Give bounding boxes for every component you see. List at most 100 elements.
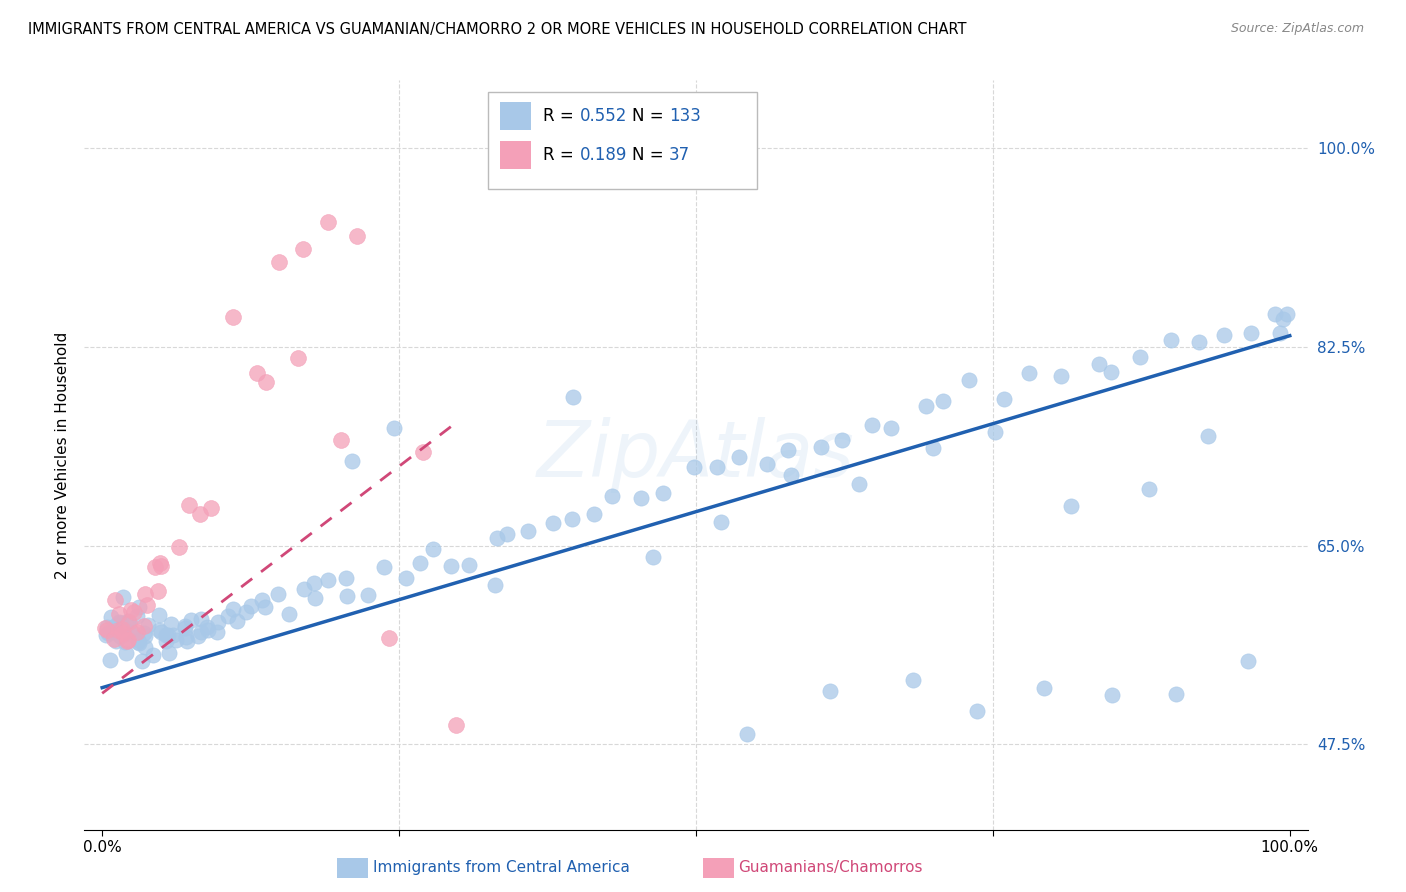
Point [136, 599, 159, 613]
Point [160, 617, 183, 632]
Point [148, 608, 170, 623]
Point [412, 445, 434, 459]
Point [246, 366, 269, 380]
Point [155, 628, 177, 642]
Text: Immigrants from Central America: Immigrants from Central America [373, 861, 630, 875]
Point [111, 624, 134, 639]
FancyBboxPatch shape [501, 141, 531, 169]
Point [630, 491, 652, 505]
Point [269, 255, 291, 269]
Point [652, 485, 675, 500]
Point [190, 612, 212, 626]
Point [831, 434, 853, 448]
Point [205, 625, 228, 640]
Point [97, 626, 120, 640]
Point [127, 635, 149, 649]
Point [1099, 365, 1122, 379]
Point [378, 631, 401, 645]
Point [165, 632, 187, 647]
Point [330, 433, 353, 447]
Point [239, 599, 262, 614]
Point [174, 630, 197, 644]
Point [156, 628, 179, 642]
Point [187, 629, 209, 643]
Point [440, 559, 463, 574]
Point [382, 420, 405, 434]
Point [180, 613, 202, 627]
Point [818, 684, 841, 698]
Point [124, 605, 146, 619]
Point [683, 460, 706, 475]
Point [957, 373, 980, 387]
Point [287, 351, 309, 365]
Point [114, 635, 136, 649]
Point [104, 618, 127, 632]
Point [316, 215, 339, 229]
Point [195, 620, 218, 634]
Point [121, 625, 143, 640]
Point [177, 498, 200, 512]
Point [173, 621, 195, 635]
Point [96, 620, 118, 634]
Text: R =: R = [543, 107, 579, 125]
Point [1059, 500, 1081, 514]
Point [217, 609, 239, 624]
Point [458, 558, 481, 572]
Point [148, 624, 170, 638]
Point [346, 229, 368, 244]
Point [848, 477, 870, 491]
Point [110, 630, 132, 644]
Point [357, 588, 380, 602]
Point [1050, 369, 1073, 384]
Point [292, 582, 315, 596]
Point [104, 625, 127, 640]
Point [134, 625, 156, 640]
Point [583, 507, 606, 521]
Y-axis label: 2 or more Vehicles in Household: 2 or more Vehicles in Household [55, 331, 70, 579]
Point [117, 615, 139, 629]
Point [422, 542, 444, 557]
Point [108, 615, 131, 629]
Point [173, 618, 195, 632]
Point [128, 599, 150, 614]
Point [100, 610, 122, 624]
Point [778, 442, 800, 457]
Point [150, 625, 173, 640]
Point [780, 467, 803, 482]
Text: ZipAtlas: ZipAtlas [537, 417, 855, 493]
Point [111, 619, 134, 633]
Point [860, 417, 883, 432]
Point [932, 393, 955, 408]
Point [115, 646, 138, 660]
Point [737, 727, 759, 741]
Point [200, 500, 222, 515]
Point [155, 634, 177, 648]
Point [110, 622, 132, 636]
Point [340, 454, 363, 468]
Point [1087, 357, 1109, 371]
Point [146, 583, 169, 598]
Text: IMMIGRANTS FROM CENTRAL AMERICA VS GUAMANIAN/CHAMORRO 2 OR MORE VEHICLES IN HOUS: IMMIGRANTS FROM CENTRAL AMERICA VS GUAMA… [28, 22, 966, 37]
Point [197, 624, 219, 638]
Point [304, 591, 326, 605]
Point [111, 626, 134, 640]
Point [879, 421, 901, 435]
Point [304, 576, 326, 591]
Point [162, 628, 184, 642]
Point [316, 573, 339, 587]
Point [1271, 311, 1294, 326]
Point [104, 593, 127, 607]
Point [118, 615, 141, 629]
Point [190, 507, 212, 521]
Point [1212, 328, 1234, 343]
Point [118, 624, 141, 639]
FancyBboxPatch shape [488, 92, 758, 189]
Point [446, 718, 468, 732]
Point [1128, 350, 1150, 364]
Point [108, 607, 131, 622]
Point [727, 450, 749, 464]
Point [254, 599, 277, 614]
Point [143, 559, 166, 574]
Point [120, 603, 142, 617]
Point [561, 512, 583, 526]
